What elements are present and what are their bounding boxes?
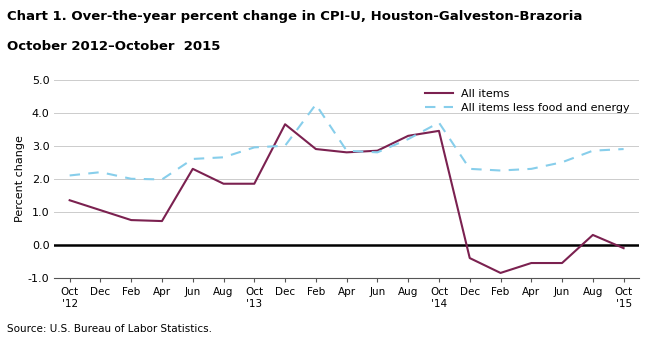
All items (281, 122, 289, 126)
All items less food and energy (281, 144, 289, 148)
All items less food and energy (66, 174, 74, 178)
All items less food and energy (158, 177, 166, 181)
All items (496, 271, 504, 275)
All items less food and energy (312, 102, 320, 106)
All items less food and energy (589, 149, 596, 153)
All items (220, 182, 228, 186)
All items (466, 256, 473, 260)
All items (250, 182, 258, 186)
All items less food and energy (558, 160, 566, 164)
Line: All items less food and energy: All items less food and energy (70, 104, 624, 179)
All items (312, 147, 320, 151)
All items less food and energy (97, 170, 105, 174)
All items (527, 261, 535, 265)
All items less food and energy (466, 167, 473, 171)
All items less food and energy (620, 147, 628, 151)
Text: October 2012–October  2015: October 2012–October 2015 (7, 40, 220, 54)
All items (189, 167, 197, 171)
All items less food and energy (404, 137, 412, 141)
Legend: All items, All items less food and energy: All items, All items less food and energ… (421, 85, 634, 116)
All items less food and energy (373, 150, 381, 154)
All items less food and energy (435, 121, 443, 125)
All items less food and energy (496, 168, 504, 173)
All items less food and energy (220, 155, 228, 159)
All items (66, 198, 74, 202)
All items less food and energy (128, 177, 135, 181)
Line: All items: All items (70, 124, 624, 273)
Y-axis label: Percent change: Percent change (15, 135, 25, 222)
All items less food and energy (527, 167, 535, 171)
All items less food and energy (343, 149, 351, 153)
All items (158, 219, 166, 223)
All items (589, 233, 596, 237)
All items (620, 246, 628, 250)
All items (558, 261, 566, 265)
All items (343, 150, 351, 154)
All items less food and energy (189, 157, 197, 161)
All items (435, 129, 443, 133)
All items (128, 218, 135, 222)
All items (404, 134, 412, 138)
Text: Source: U.S. Bureau of Labor Statistics.: Source: U.S. Bureau of Labor Statistics. (7, 324, 211, 334)
All items (373, 149, 381, 153)
All items (97, 208, 105, 212)
All items less food and energy (250, 145, 258, 149)
Text: Chart 1. Over-the-year percent change in CPI-U, Houston-Galveston-Brazoria: Chart 1. Over-the-year percent change in… (7, 10, 582, 23)
